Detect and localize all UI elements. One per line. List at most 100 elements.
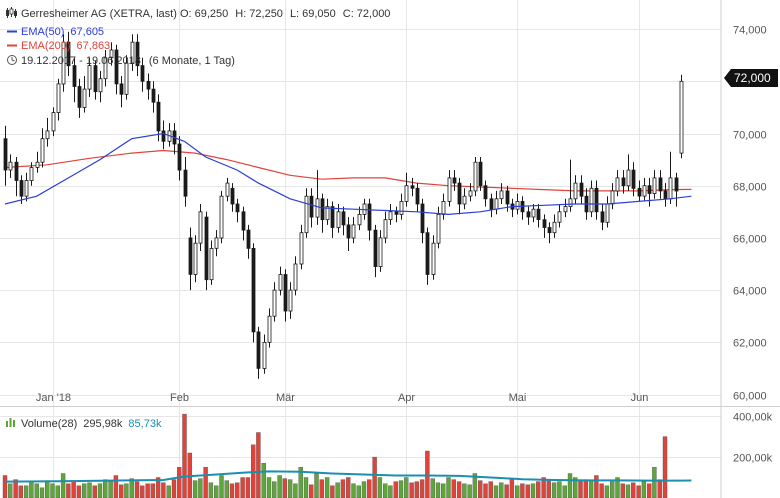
volume-bar: [546, 479, 551, 498]
volume-bar: [404, 477, 409, 498]
ema200-line: [4, 149, 692, 192]
volume-bar: [92, 485, 98, 498]
volume-bar: [604, 485, 610, 498]
volume-bar: [578, 480, 583, 498]
volume-bar: [129, 478, 134, 498]
candle: [272, 282, 277, 322]
candle: [473, 157, 478, 197]
candle: [219, 190, 224, 244]
candle: [183, 157, 188, 207]
candle: [494, 190, 499, 215]
candle: [278, 266, 283, 296]
volume-bar: [50, 483, 55, 498]
candlestick-series: [3, 31, 684, 379]
volume-bar: [610, 481, 615, 498]
volume-bar: [319, 479, 324, 498]
candle: [225, 177, 230, 202]
candle: [615, 170, 620, 197]
volume-bar: [346, 477, 351, 498]
volume-bar: [367, 479, 372, 498]
volume-bar: [446, 477, 451, 498]
candle: [610, 183, 615, 210]
volume-bar: [124, 483, 129, 498]
volume-bar: [29, 481, 34, 498]
candle: [563, 198, 568, 218]
candle: [66, 31, 71, 77]
candle: [35, 151, 40, 173]
volume-bar: [66, 483, 71, 498]
candle: [156, 94, 161, 142]
candle: [77, 78, 82, 118]
candle: [478, 157, 483, 191]
volume-bar: [541, 477, 546, 498]
time-tick-label: Jun: [631, 392, 649, 404]
volume-ma-line: [4, 470, 692, 483]
volume-bar: [208, 482, 214, 498]
volume-bar: [266, 477, 272, 498]
candle: [457, 177, 462, 215]
volume-bar: [18, 485, 23, 498]
candle: [151, 81, 156, 113]
candle: [394, 206, 399, 223]
candle: [373, 224, 378, 278]
volume-bar: [356, 485, 361, 498]
volume-bar: [203, 467, 208, 498]
candle: [251, 243, 256, 343]
candle: [161, 120, 166, 150]
time-tick-label: Feb: [170, 392, 189, 404]
volume-bar: [340, 479, 346, 498]
volume-bar: [176, 467, 182, 498]
volume-bar: [594, 475, 599, 498]
candle: [214, 230, 219, 257]
candle: [679, 74, 684, 159]
volume-bar: [377, 477, 383, 498]
volume-bar: [398, 480, 404, 498]
candle: [256, 326, 261, 379]
volume-bar: [361, 481, 367, 498]
candle: [188, 227, 193, 291]
candle: [452, 170, 457, 191]
candles-icon: [6, 7, 17, 18]
candle: [320, 193, 325, 233]
volume-legend: Volume(28) 295,98k 85,73k: [6, 418, 162, 430]
volume-bar: [414, 481, 419, 498]
volume-bar: [493, 485, 499, 498]
volume-bar: [525, 484, 530, 498]
volume-bar: [282, 478, 287, 498]
volume-bar: [161, 482, 166, 498]
candle: [246, 224, 251, 259]
volume-bar: [303, 477, 309, 498]
volume-bar: [504, 484, 509, 498]
time-tick-label: Mai: [509, 392, 527, 404]
candle: [552, 214, 557, 238]
price-tick-label: 66,000: [733, 234, 767, 246]
price-axis: 60,00062,00064,00066,00068,00070,00072,0…: [733, 25, 767, 403]
ohlc-readout: O: 69,250 H: 72,250 L: 69,050 C: 72,000: [180, 8, 390, 20]
volume-bar: [229, 483, 235, 498]
candle: [674, 172, 679, 207]
volume-bar: [330, 485, 335, 498]
volume-bar: [39, 487, 45, 498]
candle: [177, 136, 182, 181]
candle: [357, 206, 362, 231]
time-tick-label: Mär: [276, 392, 295, 404]
volume-bar: [588, 481, 594, 498]
candle: [594, 180, 599, 220]
candle: [547, 222, 552, 244]
volume-grid: [0, 407, 721, 498]
candle: [605, 196, 610, 228]
volume-bar: [324, 477, 330, 498]
volume-bar: [81, 483, 87, 498]
volume-bar: [97, 483, 103, 498]
volume-bar: [562, 485, 567, 498]
candle: [631, 162, 636, 197]
volume-bar: [13, 479, 18, 498]
candle: [378, 230, 383, 272]
volume-bar: [430, 478, 435, 498]
candle: [87, 57, 92, 97]
volume-bar: [483, 483, 488, 498]
candle: [383, 211, 388, 244]
candle: [431, 235, 436, 280]
candle: [3, 125, 8, 186]
